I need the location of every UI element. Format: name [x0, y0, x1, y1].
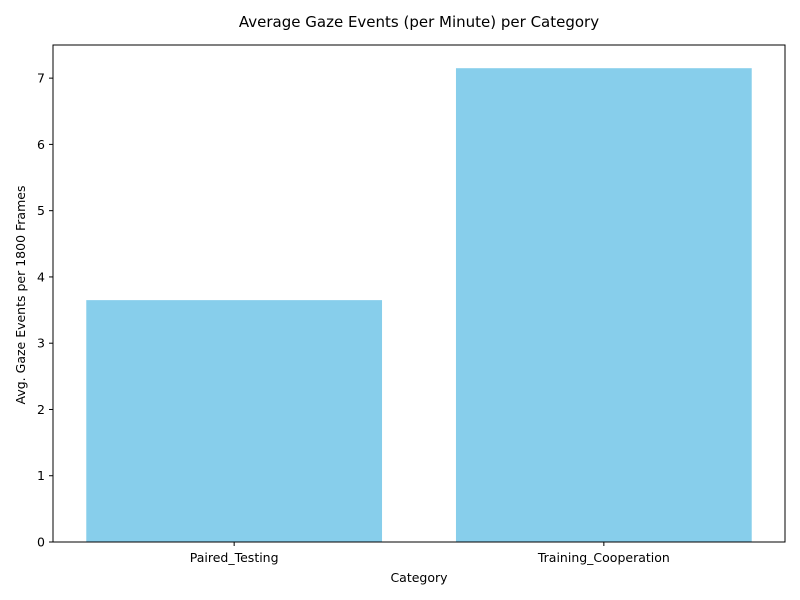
y-tick-label: 7	[37, 71, 45, 86]
bar-paired-testing	[86, 300, 383, 542]
y-tick-label: 1	[37, 468, 45, 483]
x-axis-label: Category	[390, 570, 448, 585]
y-tick-label: 0	[37, 535, 45, 550]
y-tick-label: 3	[37, 336, 45, 351]
y-tick-label: 5	[37, 203, 45, 218]
x-axis: Paired_Testing Training_Cooperation	[190, 542, 670, 565]
x-tick-label: Paired_Testing	[190, 550, 279, 565]
x-tick-label: Training_Cooperation	[537, 550, 670, 565]
y-tick-label: 2	[37, 402, 45, 417]
bars-layer	[86, 68, 752, 543]
y-tick-label: 6	[37, 137, 45, 152]
plot-area-frame	[52, 44, 786, 543]
chart-title: Average Gaze Events (per Minute) per Cat…	[239, 13, 599, 31]
y-axis: 0 1 2 3 4 5 6 7	[37, 71, 53, 550]
bar-training-cooperation	[455, 68, 752, 543]
y-axis-label: Avg. Gaze Events per 1800 Frames	[13, 186, 28, 405]
y-tick-label: 4	[37, 269, 45, 284]
